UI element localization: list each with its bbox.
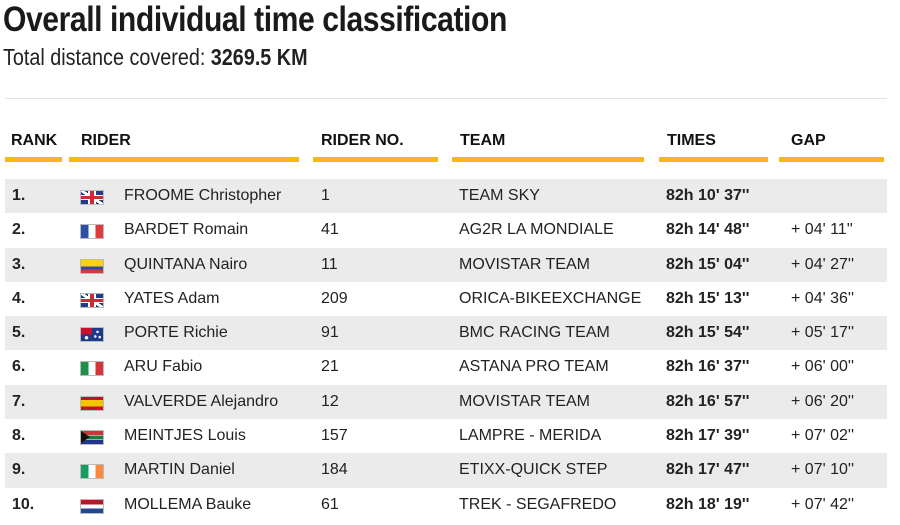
rider-name-cell[interactable]: YATES Adam (124, 289, 220, 307)
table-row[interactable]: 1. FROOME Christopher 1 TEAM SKY 82h 10' 37'… (5, 179, 887, 214)
flag-icon (81, 431, 103, 445)
gap-cell: + 07' 02'' (791, 427, 854, 445)
rider-number-cell: 21 (321, 358, 339, 376)
gap-cell: + 07' 10'' (791, 461, 854, 479)
rider-name-cell[interactable]: MOLLEMA Bauke (124, 495, 252, 513)
time-cell: 82h 16' 37'' (666, 358, 750, 376)
column-header-team[interactable]: TEAM (452, 132, 644, 162)
rider-name-cell[interactable]: QUINTANA Nairo (124, 255, 248, 273)
flag-icon (81, 362, 103, 376)
rider-name-cell[interactable]: BARDET Romain (124, 221, 249, 239)
rider-name-cell[interactable]: ARU Fabio (124, 358, 203, 376)
rank-cell: 4. (12, 289, 26, 307)
gap-cell: + 06' 00'' (791, 358, 854, 376)
column-header-rider-no[interactable]: RIDER NO. (313, 132, 438, 162)
table-row[interactable]: 2. BARDET Romain 41 AG2R LA MONDIALE 82h 14'… (5, 213, 887, 247)
time-cell: 82h 17' 39'' (666, 427, 750, 445)
distance-label: Total distance covered: (3, 44, 211, 70)
rank-cell: 9. (12, 461, 26, 479)
rider-number-cell: 1 (321, 187, 330, 204)
flag-icon (81, 328, 103, 342)
gap-cell: + 06' 20'' (791, 392, 854, 410)
flag-icon (81, 499, 103, 513)
time-cell: 82h 15' 54'' (666, 324, 750, 342)
time-cell: 82h 15' 04'' (666, 255, 750, 273)
table-row[interactable]: 6. ARU Fabio 21 ASTANA PRO TEAM 82h 16' 37''… (5, 350, 887, 384)
flag-icon (81, 225, 103, 239)
rank-cell: 3. (12, 255, 26, 273)
team-cell[interactable]: ORICA-BIKEEXCHANGE (459, 289, 642, 307)
table-row[interactable]: 9. MARTIN Daniel 184 ETIXX-QUICK STEP 82h 17… (5, 453, 887, 488)
rank-cell: 6. (12, 358, 26, 376)
rider-number-cell: 91 (321, 324, 339, 342)
rank-cell: 2. (12, 221, 26, 239)
team-cell[interactable]: TREK - SEGAFREDO (459, 495, 617, 513)
rider-name-cell[interactable]: VALVERDE Alejandro (124, 392, 279, 410)
table-row[interactable]: 3. QUINTANA Nairo 11 MOVISTAR TEAM 82h 15' 0… (5, 247, 887, 282)
gap-cell: + 04' 36'' (791, 289, 854, 307)
team-cell[interactable]: AG2R LA MONDIALE (459, 221, 614, 239)
table-row[interactable]: 10. MOLLEMA Bauke 61 TREK - SEGAFREDO 82h 18… (5, 488, 887, 522)
table-row[interactable]: 4. YATES Adam 209 ORICA-BIKEEXCHANGE 82h 15'… (5, 282, 887, 316)
flag-icon (81, 465, 103, 479)
header-divider (5, 98, 887, 99)
team-cell[interactable]: MOVISTAR TEAM (459, 392, 590, 410)
team-cell[interactable]: TEAM SKY (459, 187, 540, 204)
time-cell: 82h 15' 13'' (666, 289, 750, 307)
gap-cell: + 04' 27'' (791, 255, 854, 273)
table-row[interactable]: 7. VALVERDE Alejandro 12 MOVISTAR TEAM 82h 1… (5, 384, 887, 420)
team-cell[interactable]: ETIXX-QUICK STEP (459, 461, 608, 479)
rider-name-cell[interactable]: FROOME Christopher (124, 187, 282, 204)
rider-number-cell: 41 (321, 221, 339, 239)
flag-icon (81, 396, 103, 410)
gap-cell: + 04' 11'' (791, 221, 853, 239)
team-cell[interactable]: BMC RACING TEAM (459, 324, 610, 342)
rank-cell: 10. (12, 495, 35, 513)
rank-cell: 8. (12, 427, 26, 445)
rider-number-cell: 209 (321, 289, 348, 307)
rank-cell: 1. (12, 187, 26, 204)
distance-value: 3269.5 KM (210, 44, 308, 70)
flag-icon (81, 293, 103, 307)
page-title: Overall individual time classification (3, 0, 507, 39)
rank-cell: 5. (12, 324, 26, 342)
gap-cell: + 07' 42'' (791, 495, 854, 513)
time-cell: 82h 16' 57'' (666, 392, 750, 410)
column-header-gap[interactable]: GAP (779, 132, 884, 162)
team-cell[interactable]: MOVISTAR TEAM (459, 255, 590, 273)
flag-icon (81, 191, 103, 204)
time-cell: 82h 14' 48'' (666, 221, 750, 239)
rider-number-cell: 11 (321, 255, 338, 273)
column-header-times[interactable]: TIMES (659, 132, 768, 162)
rider-number-cell: 61 (321, 495, 339, 513)
rider-number-cell: 157 (321, 427, 348, 445)
rider-name-cell[interactable]: MEINTJES Louis (124, 427, 246, 445)
rank-cell: 7. (12, 392, 26, 410)
rider-name-cell[interactable]: PORTE Richie (124, 324, 228, 342)
team-cell[interactable]: LAMPRE - MERIDA (459, 427, 602, 445)
column-header-rider[interactable]: RIDER (69, 132, 299, 162)
distance-summary: Total distance covered: 3269.5 KM (3, 44, 308, 71)
rider-name-cell[interactable]: MARTIN Daniel (124, 461, 235, 479)
table-row[interactable]: 8. MEINTJES Louis 157 LAMPRE - MERIDA 82h 17… (5, 419, 887, 453)
rider-number-cell: 12 (321, 392, 339, 410)
column-header-rank[interactable]: RANK (5, 132, 62, 162)
flag-icon (81, 259, 103, 273)
rider-number-cell: 184 (321, 461, 348, 479)
classification-table: 1. FROOME Christopher 1 TEAM SKY 82h 10' 37'… (5, 179, 887, 522)
time-cell: 82h 17' 47'' (666, 461, 750, 479)
time-cell: 82h 10' 37'' (666, 187, 750, 204)
time-cell: 82h 18' 19'' (666, 495, 750, 513)
gap-cell: + 05' 17'' (791, 324, 854, 342)
team-cell[interactable]: ASTANA PRO TEAM (459, 358, 609, 376)
table-row[interactable]: 5. PORTE Richie 91 BMC RACING TEAM 82h 15' 5… (5, 316, 887, 351)
